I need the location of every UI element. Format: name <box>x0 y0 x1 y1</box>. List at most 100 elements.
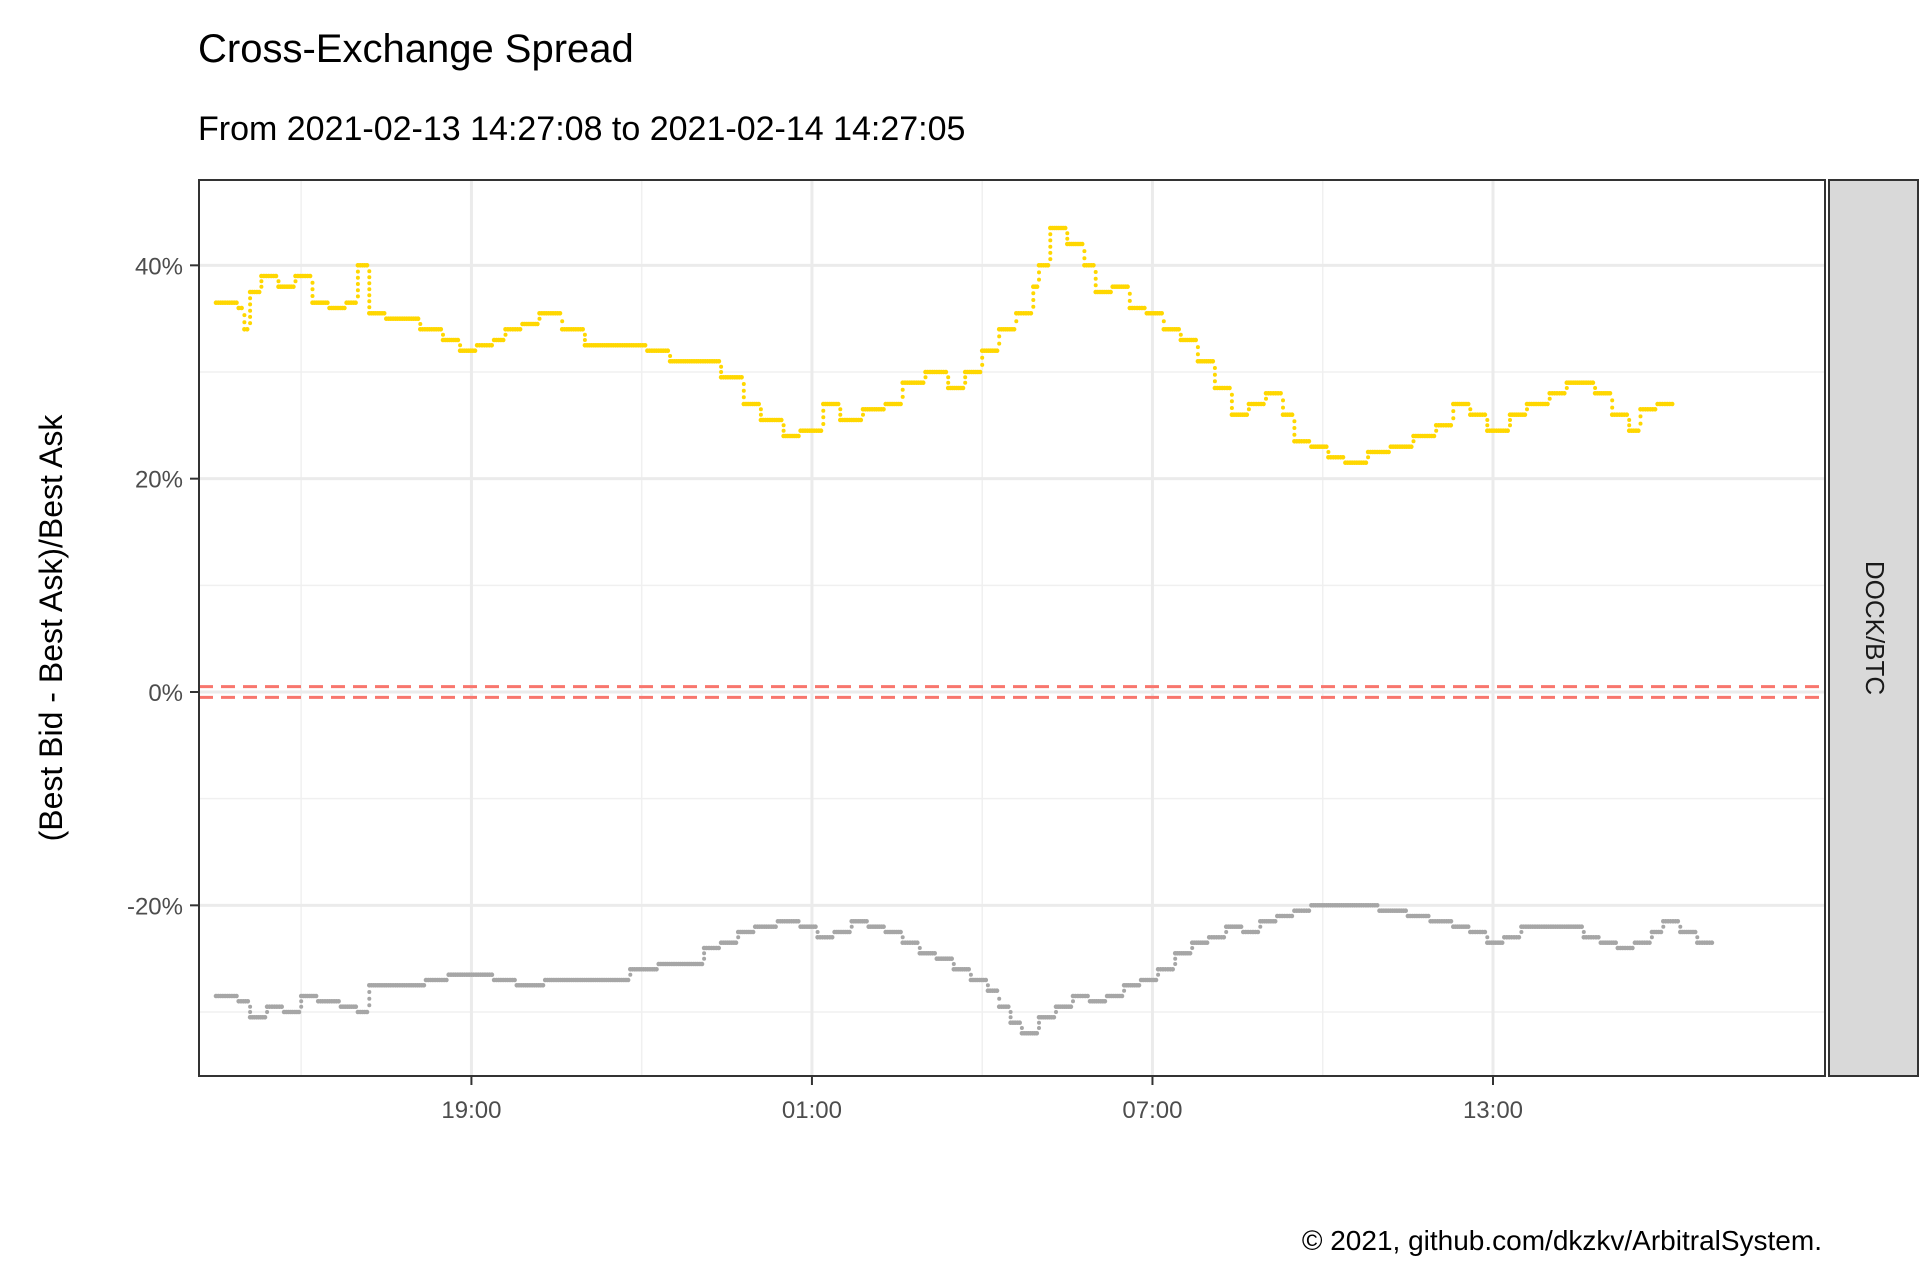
data-point <box>1093 276 1098 281</box>
data-point <box>1278 391 1283 396</box>
data-point <box>1638 421 1643 426</box>
data-point <box>750 929 756 935</box>
data-point <box>1204 940 1210 945</box>
data-point <box>741 382 746 386</box>
data-point <box>1613 940 1618 945</box>
data-point <box>489 972 495 977</box>
data-point <box>985 983 990 988</box>
data-point <box>307 273 313 279</box>
data-point <box>1525 407 1529 412</box>
data-point <box>994 988 1000 993</box>
data-point <box>313 993 319 999</box>
data-point <box>291 284 296 290</box>
data-point <box>625 977 631 983</box>
data-point <box>276 279 281 284</box>
data-point <box>997 334 1002 339</box>
data-point <box>699 961 705 967</box>
caption: © 2021, github.com/dkzkv/ArbitralSystem. <box>1302 1225 1822 1256</box>
data-point <box>310 287 315 292</box>
data-point <box>960 385 966 391</box>
data-point <box>1031 298 1036 302</box>
data-point <box>265 1010 270 1014</box>
data-point <box>977 369 983 375</box>
data-points <box>213 225 1715 1036</box>
data-point <box>1153 977 1159 983</box>
data-point <box>665 348 671 354</box>
data-point <box>1065 231 1070 236</box>
data-point <box>716 359 722 364</box>
data-point <box>355 288 360 293</box>
data-point <box>1229 399 1234 404</box>
x-tick-label: 07:00 <box>1122 1097 1182 1124</box>
data-point <box>1627 418 1632 422</box>
data-point <box>489 343 495 348</box>
data-point <box>943 369 949 375</box>
data-point <box>980 355 985 360</box>
data-point <box>920 380 926 386</box>
data-point <box>582 332 587 337</box>
data-point <box>1034 284 1040 290</box>
data-point <box>381 311 387 316</box>
data-point <box>963 375 968 380</box>
data-point <box>1292 432 1297 437</box>
data-point <box>1031 304 1036 309</box>
data-point <box>1627 423 1632 428</box>
data-point <box>898 401 903 407</box>
data-point <box>1136 983 1142 988</box>
data-point <box>367 269 372 274</box>
data-point <box>1037 270 1041 275</box>
data-point <box>838 412 843 417</box>
x-tick-label: 01:00 <box>782 1097 842 1124</box>
data-point <box>1579 924 1584 929</box>
data-point <box>353 1004 359 1009</box>
data-point <box>1246 407 1251 412</box>
data-point <box>557 311 563 316</box>
data-point <box>367 293 372 298</box>
data-point <box>980 362 985 367</box>
data-point <box>968 972 973 977</box>
data-point <box>668 354 673 358</box>
data-point <box>441 332 445 337</box>
data-point <box>815 930 820 934</box>
data-point <box>455 337 461 343</box>
data-point <box>1173 962 1178 966</box>
data-point <box>1374 903 1380 908</box>
data-point <box>1079 241 1085 247</box>
data-point <box>472 348 478 354</box>
data-point <box>248 302 253 307</box>
data-point <box>1261 401 1266 407</box>
data-point <box>1363 460 1369 466</box>
data-point <box>244 327 250 332</box>
data-point <box>367 299 372 304</box>
data-point <box>702 951 707 956</box>
data-point <box>900 935 905 940</box>
data-point <box>1091 263 1096 268</box>
data-point <box>1017 1020 1022 1025</box>
data-point <box>847 929 852 935</box>
data-point <box>1264 396 1268 401</box>
data-point <box>1610 398 1615 403</box>
facet-strip: DOCK/BTC <box>1828 179 1919 1077</box>
data-point <box>239 305 244 311</box>
data-point <box>1607 391 1613 396</box>
data-point <box>503 332 508 337</box>
data-point <box>1272 919 1278 924</box>
data-point <box>1547 396 1552 401</box>
data-point <box>963 380 968 385</box>
data-point <box>1255 929 1261 935</box>
data-point <box>781 428 786 433</box>
data-point <box>438 327 444 332</box>
data-point <box>1156 972 1161 977</box>
data-point <box>421 983 427 988</box>
data-point <box>248 296 253 301</box>
data-point <box>1289 913 1295 919</box>
data-point <box>293 279 298 284</box>
data-point <box>654 967 659 972</box>
data-point <box>881 407 886 412</box>
data-point <box>512 977 517 983</box>
data-point <box>1669 401 1675 407</box>
data-point <box>1482 929 1488 935</box>
data-point <box>299 999 304 1004</box>
data-point <box>1593 386 1598 390</box>
chart-title: Cross-Exchange Spread <box>198 27 634 71</box>
